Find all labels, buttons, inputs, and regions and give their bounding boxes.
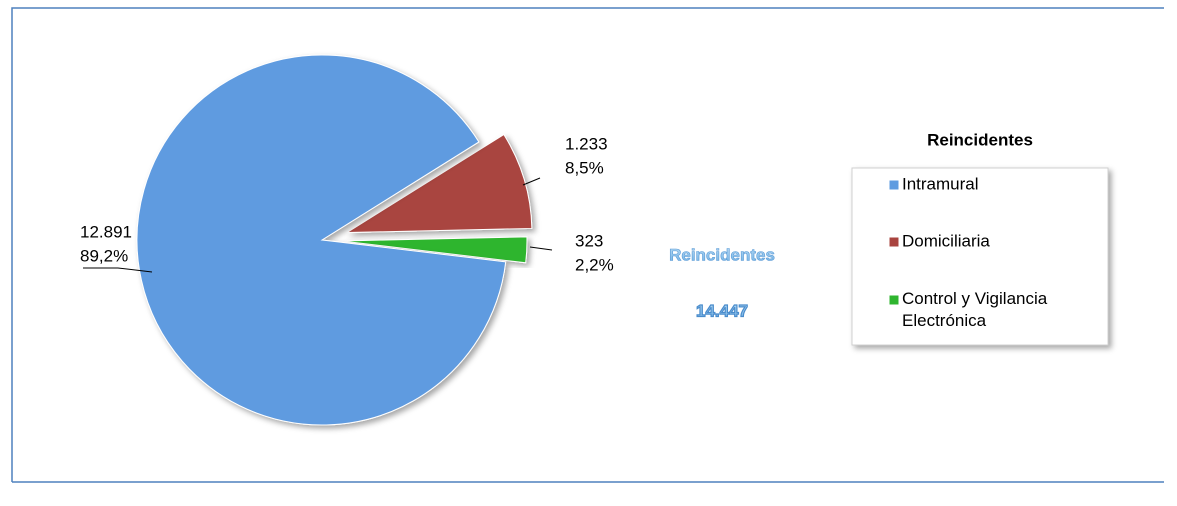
pie-slice [136, 54, 507, 426]
legend-swatch [888, 179, 900, 191]
legend-swatch [888, 294, 900, 306]
legend-label-line: Control y Vigilancia [902, 289, 1048, 308]
total-title: Reincidentes [669, 245, 775, 264]
total-value: 14.447 [696, 301, 748, 320]
percent-label: 89,2% [80, 246, 128, 265]
legend-box [851, 167, 1109, 346]
legend-label: Intramural [902, 174, 979, 193]
legend-swatch [888, 236, 900, 248]
leader-line [83, 267, 153, 273]
value-label: 1.233 [565, 134, 608, 153]
legend-label: Control y Vigilancia Electrónica [902, 289, 1048, 330]
value-label: 323 [575, 231, 603, 250]
pie-slice [341, 236, 528, 264]
percent-label: 2,2% [575, 255, 614, 274]
value-label: 12.891 [80, 222, 132, 241]
pie-slice [345, 133, 533, 234]
leader-line [529, 246, 553, 251]
percent-label: 8,5% [565, 158, 604, 177]
legend-label-line: Electrónica [902, 311, 987, 330]
legend-label: Domiciliaria [902, 231, 990, 250]
leader-line [522, 177, 541, 186]
frame [11, 7, 1164, 482]
legend-title: Reincidentes [927, 130, 1033, 149]
